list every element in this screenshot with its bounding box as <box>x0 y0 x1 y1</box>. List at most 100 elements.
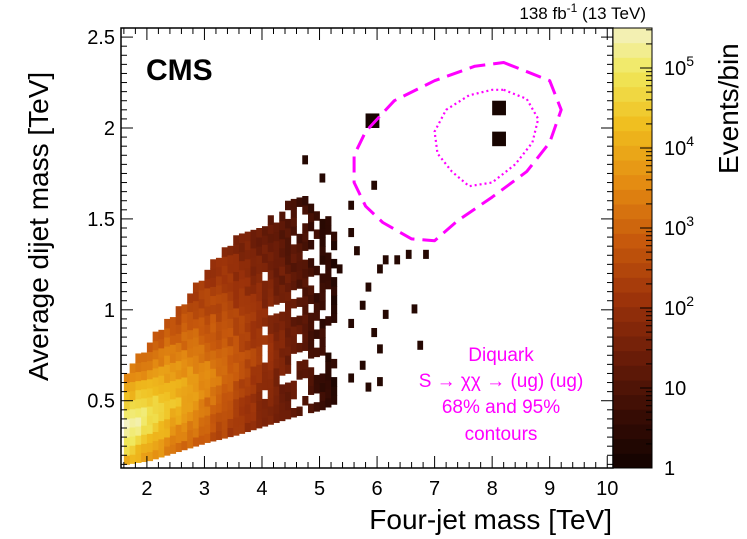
heatmap-bin <box>285 328 292 338</box>
heatmap-bin <box>319 382 326 393</box>
heatmap-bin <box>169 389 177 400</box>
heatmap-bin <box>181 404 188 414</box>
heatmap-bin <box>302 241 309 251</box>
heatmap-bin <box>238 369 246 380</box>
heatmap-bin <box>348 318 355 328</box>
heatmap-bin <box>123 437 131 447</box>
colorbar-frame <box>612 27 653 469</box>
heatmap-bin <box>319 373 326 383</box>
heatmap-bin <box>267 215 274 225</box>
heatmap-bin <box>285 264 292 274</box>
heatmap-bin <box>221 320 228 330</box>
heatmap-bin <box>164 446 171 456</box>
heatmap-bin <box>221 420 228 430</box>
heatmap-bin <box>215 421 223 431</box>
heatmap-bin <box>227 373 234 383</box>
heatmap-bin <box>135 380 142 391</box>
heatmap-bin <box>152 431 159 442</box>
heatmap-bin <box>175 360 182 371</box>
heatmap-bin <box>273 331 280 342</box>
heatmap-bin <box>187 293 194 303</box>
y-tick-label: 0.5 <box>87 391 115 413</box>
heatmap-bin <box>175 433 182 443</box>
heatmap-bin <box>296 406 303 417</box>
heatmap-bin <box>325 370 332 381</box>
contour-95pct <box>352 61 563 243</box>
heatmap-bin <box>175 415 182 425</box>
y-tick-label: 2.5 <box>87 27 115 49</box>
heatmap-bin <box>204 369 211 380</box>
heatmap-bin <box>204 278 211 289</box>
heatmap-bin <box>290 389 297 400</box>
heatmap-bin <box>233 317 240 327</box>
colorbar-segment <box>613 321 652 337</box>
heatmap-bin <box>319 282 326 293</box>
heatmap-bin <box>279 266 286 276</box>
z-tick-label: 105 <box>664 53 694 80</box>
heatmap-bin <box>169 344 177 354</box>
heatmap-bin <box>198 335 205 345</box>
colorbar <box>612 27 653 469</box>
colorbar-segment <box>613 453 652 469</box>
heatmap-bin <box>261 226 269 236</box>
heatmap-bin <box>238 351 246 362</box>
heatmap-bin <box>129 427 136 437</box>
heatmap-bin <box>215 357 223 368</box>
heatmap-bin <box>279 229 286 240</box>
heatmap-bin <box>261 398 269 409</box>
heatmap-bin <box>308 221 315 232</box>
heatmap-bin <box>210 313 217 324</box>
heatmap-bin <box>261 408 269 418</box>
heatmap-bin <box>325 316 332 326</box>
heatmap-bin <box>152 340 159 351</box>
heatmap-bin <box>164 391 171 402</box>
heatmap-bin <box>221 347 228 357</box>
heatmap-bin <box>296 324 303 335</box>
heatmap-bin <box>221 374 228 385</box>
heatmap-bin <box>302 296 309 306</box>
heatmap-bin <box>187 338 194 349</box>
heatmap-bin <box>169 371 177 382</box>
heatmap-bin <box>302 196 309 206</box>
heatmap-bin <box>169 326 177 336</box>
heatmap-bin <box>250 411 257 422</box>
heatmap-bin <box>181 322 188 333</box>
heatmap-bin <box>256 400 263 411</box>
heatmap-bin <box>313 402 320 412</box>
heatmap-bin <box>146 415 154 425</box>
heatmap-bin <box>308 321 315 332</box>
heatmap-bin <box>210 277 217 287</box>
heatmap-bin <box>215 403 223 413</box>
heatmap-bin <box>267 351 274 362</box>
heatmap-bin <box>267 278 274 289</box>
heatmap-bin <box>302 341 309 351</box>
heatmap-bin <box>141 452 148 463</box>
heatmap-bin <box>192 418 200 429</box>
heatmap-bin <box>187 375 194 385</box>
heatmap-bin <box>164 428 171 438</box>
heatmap-bin <box>238 306 246 316</box>
heatmap-bin <box>164 318 171 329</box>
heatmap-bin <box>325 252 332 263</box>
heatmap-bin <box>359 360 366 370</box>
heatmap-bin <box>181 440 188 451</box>
heatmap-bin <box>267 324 274 334</box>
heatmap-bin <box>256 373 263 383</box>
heatmap-bin <box>198 280 205 291</box>
heatmap-bin <box>256 309 263 320</box>
heatmap-bin <box>221 410 228 421</box>
heatmap-bin <box>164 382 171 393</box>
heatmap-bin <box>192 400 200 411</box>
heatmap-bin <box>181 313 188 323</box>
heatmap-bin <box>250 302 257 313</box>
heatmap-bin <box>267 297 274 307</box>
heatmap-bin <box>175 442 182 453</box>
y-tick-label: 1 <box>104 300 115 322</box>
heatmap-bin <box>123 382 131 393</box>
colorbar-segment <box>613 394 652 410</box>
x-tick-label: 7 <box>429 478 440 500</box>
heatmap-bin <box>290 408 297 418</box>
heatmap-bins <box>123 100 506 465</box>
heatmap-bin <box>365 382 372 392</box>
